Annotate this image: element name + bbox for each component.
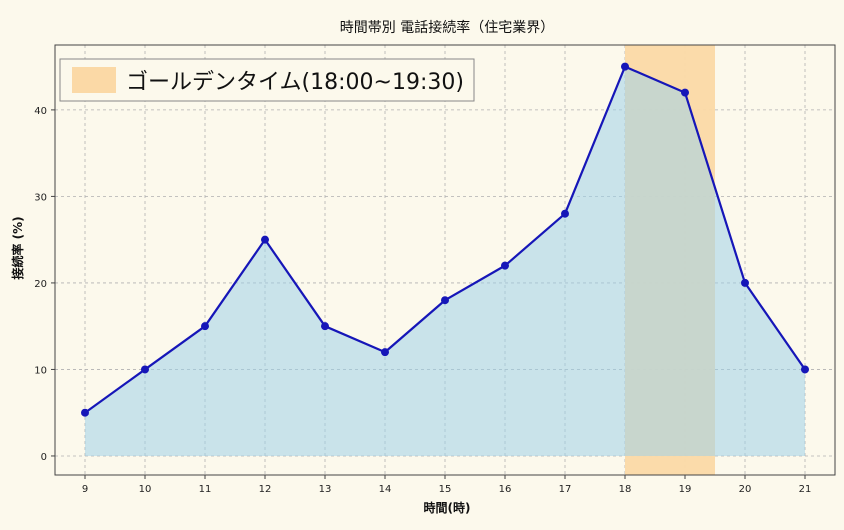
y-tick-label: 20 — [34, 279, 47, 290]
y-axis-ticks: 0 10 20 30 40 — [34, 106, 55, 463]
data-point — [501, 261, 509, 270]
data-point — [321, 322, 329, 331]
data-point — [261, 235, 269, 244]
x-tick-label: 16 — [499, 484, 512, 495]
legend: ゴールデンタイム(18:00~19:30) — [59, 58, 475, 102]
x-tick-label: 19 — [679, 484, 692, 495]
data-point — [681, 88, 689, 97]
y-tick-label: 10 — [34, 365, 47, 376]
y-tick-label: 40 — [34, 106, 47, 117]
x-axis-ticks: 9 10 11 12 13 14 15 16 17 18 19 20 21 — [82, 475, 812, 495]
x-tick-label: 12 — [259, 484, 272, 495]
x-tick-label: 21 — [799, 484, 812, 495]
data-point — [741, 278, 749, 287]
y-tick-label: 0 — [41, 452, 47, 463]
data-point — [81, 408, 89, 417]
data-point — [381, 348, 389, 357]
x-tick-label: 11 — [199, 484, 212, 495]
chart-title: 時間帯別 電話接続率（住宅業界） — [340, 19, 554, 36]
x-tick-label: 14 — [379, 484, 392, 495]
y-tick-label: 30 — [34, 192, 47, 203]
x-tick-label: 18 — [619, 484, 632, 495]
x-tick-label: 13 — [319, 484, 332, 495]
data-point — [201, 322, 209, 331]
legend-label: ゴールデンタイム(18:00~19:30) — [126, 70, 464, 95]
area-fill-path — [85, 66, 805, 456]
x-tick-label: 15 — [439, 484, 452, 495]
legend-swatch — [72, 67, 116, 93]
data-point — [141, 365, 149, 374]
x-tick-label: 10 — [139, 484, 152, 495]
data-point — [621, 62, 629, 71]
x-axis-label: 時間(時) — [424, 500, 471, 515]
data-point — [801, 365, 809, 374]
y-axis-label: 接続率 (%) — [10, 216, 25, 279]
legend-box — [59, 58, 475, 102]
series-points — [81, 62, 809, 417]
x-tick-label: 9 — [82, 484, 88, 495]
data-point — [561, 209, 569, 218]
data-point — [441, 296, 449, 305]
x-tick-label: 20 — [739, 484, 752, 495]
area-fill — [85, 66, 805, 456]
x-tick-label: 17 — [559, 484, 572, 495]
